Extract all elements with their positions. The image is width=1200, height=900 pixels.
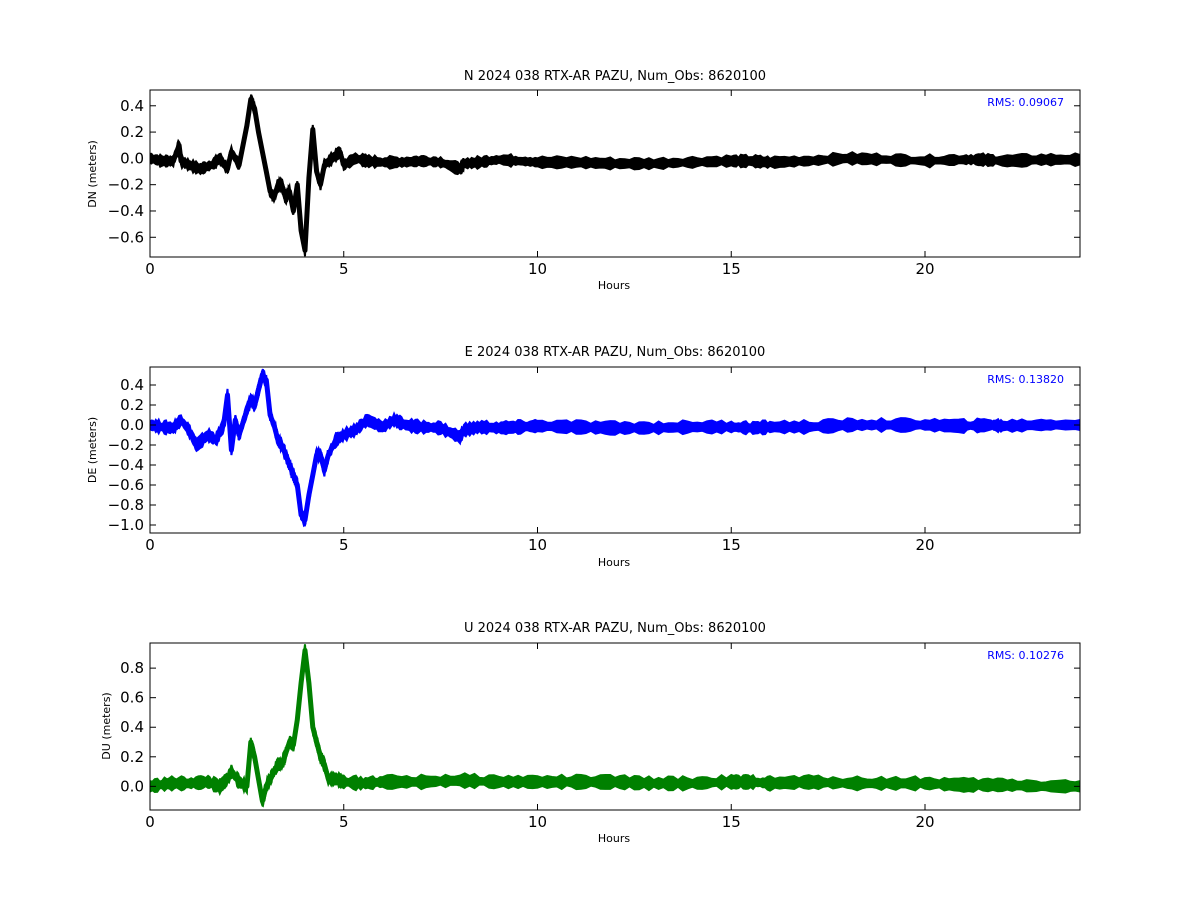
y-tick-label: −0.4 (108, 202, 144, 220)
y-tick-label: 0.8 (120, 659, 144, 677)
x-axis-label: Hours (598, 832, 630, 845)
chart-panel-east: E 2024 038 RTX-AR PAZU, Num_Obs: 8620100… (86, 345, 1081, 569)
y-tick-label: 0.2 (120, 396, 144, 414)
x-tick-label: 10 (528, 813, 547, 831)
x-tick-label: 0 (145, 813, 155, 831)
y-tick-label: −0.8 (108, 496, 144, 514)
y-tick-label: −0.4 (108, 456, 144, 474)
chart-title: E 2024 038 RTX-AR PAZU, Num_Obs: 8620100 (465, 345, 766, 360)
y-tick-label: −0.2 (108, 436, 144, 454)
plot-frame (149, 89, 1081, 258)
series-band (150, 368, 1080, 528)
rms-annotation: RMS: 0.10276 (987, 649, 1064, 662)
y-tick-label: −1.0 (108, 516, 144, 534)
x-tick-label: 15 (722, 260, 741, 278)
x-tick-label: 0 (145, 536, 155, 554)
chart-panel-up: U 2024 038 RTX-AR PAZU, Num_Obs: 8620100… (100, 621, 1081, 845)
chart-title: U 2024 038 RTX-AR PAZU, Num_Obs: 8620100 (464, 621, 766, 636)
y-tick-label: −0.2 (108, 176, 144, 194)
y-axis-label: DE (meters) (86, 417, 99, 483)
series-line (150, 96, 1080, 253)
chart-panel-north: N 2024 038 RTX-AR PAZU, Num_Obs: 8620100… (86, 69, 1081, 292)
x-tick-label: 15 (722, 813, 741, 831)
y-tick-label: 0.4 (120, 718, 144, 736)
x-tick-label: 0 (145, 260, 155, 278)
x-tick-label: 15 (722, 536, 741, 554)
y-tick-label: 0.4 (120, 97, 144, 115)
x-tick-label: 20 (915, 536, 934, 554)
plot-frame (149, 366, 1081, 534)
y-tick-label: 0.4 (120, 376, 144, 394)
y-tick-label: 0.6 (120, 689, 144, 707)
plot-frame (149, 642, 1081, 811)
x-tick-label: 5 (339, 813, 349, 831)
x-tick-label: 5 (339, 536, 349, 554)
y-axis-label: DN (meters) (86, 140, 99, 208)
y-tick-label: 0.2 (120, 123, 144, 141)
series-band (150, 93, 1080, 257)
y-axis-label: DU (meters) (100, 692, 113, 759)
y-tick-label: 0.2 (120, 748, 144, 766)
rms-annotation: RMS: 0.13820 (987, 373, 1064, 386)
x-axis-label: Hours (598, 556, 630, 569)
x-tick-label: 5 (339, 260, 349, 278)
x-tick-label: 20 (915, 813, 934, 831)
x-tick-label: 20 (915, 260, 934, 278)
series-line (150, 372, 1080, 523)
x-tick-label: 10 (528, 536, 547, 554)
chart-title: N 2024 038 RTX-AR PAZU, Num_Obs: 8620100 (464, 69, 766, 84)
series-line (150, 647, 1080, 804)
rms-annotation: RMS: 0.09067 (987, 96, 1064, 109)
y-tick-label: −0.6 (108, 228, 144, 246)
y-tick-label: 0.0 (120, 777, 144, 795)
x-tick-label: 10 (528, 260, 547, 278)
x-axis-label: Hours (598, 279, 630, 292)
y-tick-label: 0.0 (120, 416, 144, 434)
y-tick-label: 0.0 (120, 149, 144, 167)
y-tick-label: −0.6 (108, 476, 144, 494)
